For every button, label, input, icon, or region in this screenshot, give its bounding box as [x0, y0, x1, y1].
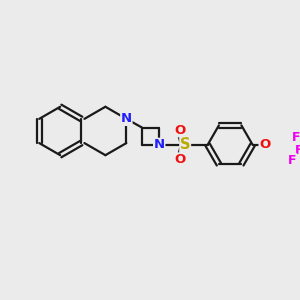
Text: F: F	[292, 131, 300, 144]
Text: F: F	[288, 154, 297, 167]
Text: S: S	[180, 137, 190, 152]
Text: N: N	[121, 112, 132, 125]
Text: O: O	[259, 138, 270, 151]
Text: N: N	[154, 138, 165, 151]
Text: F: F	[295, 143, 300, 157]
Text: O: O	[174, 124, 186, 136]
Text: O: O	[174, 153, 186, 166]
